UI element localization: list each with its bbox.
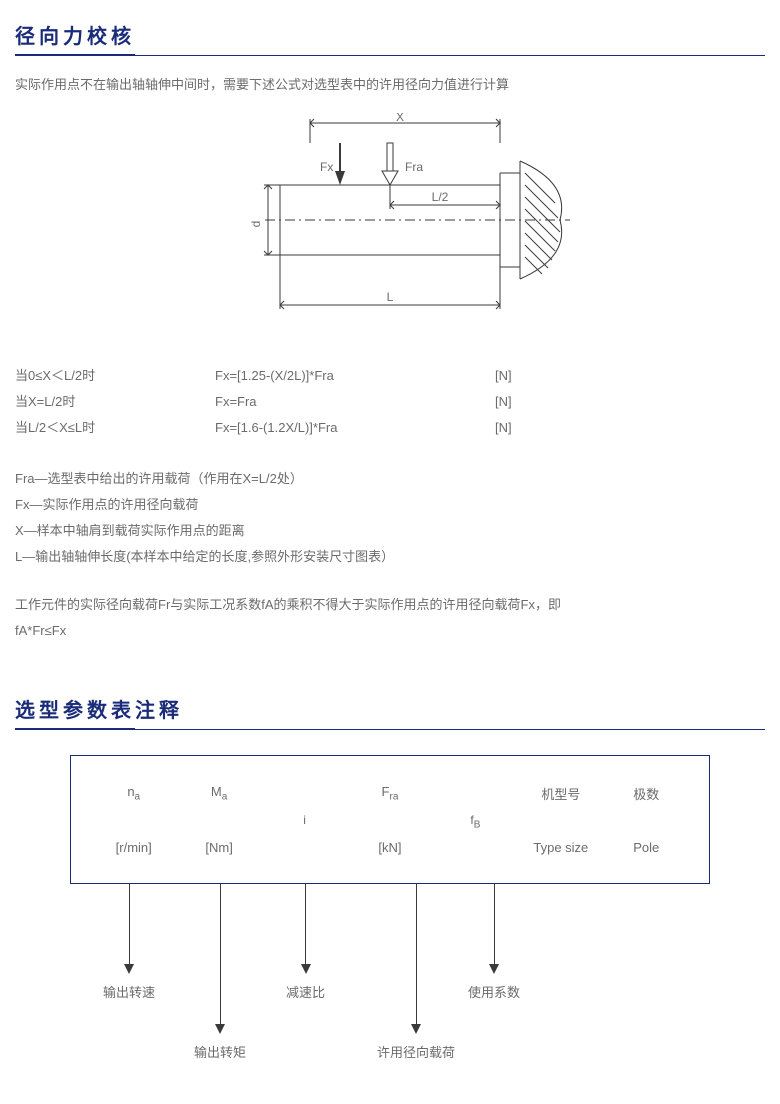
cell	[347, 813, 432, 830]
param-box: na Ma Fra 机型号 极数 i fB [r/min] [Nm]	[70, 755, 710, 884]
arrow: 许用径向载荷	[377, 884, 455, 1061]
def-line: Fx—实际作用点的许用径向载荷	[15, 492, 765, 518]
arrow: 使用系数	[468, 884, 520, 1001]
def-line: Fra—选型表中给出的许用载荷（作用在X=L/2处）	[15, 466, 765, 492]
cell	[91, 813, 176, 830]
arrows-layer: 输出转速 输出转矩 减速比 许用径向载荷 使用系数	[70, 884, 710, 1084]
def-line: L—输出轴轴伸长度(本样本中给定的长度,参照外形安装尺寸图表）	[15, 544, 765, 570]
note-line2: fA*Fr≤Fx	[15, 618, 765, 644]
param-row-mid: i fB	[91, 813, 689, 830]
arrow-label: 输出转矩	[194, 1042, 246, 1061]
cell: [Nm]	[176, 840, 261, 855]
shaft-svg: X Fx Fra	[210, 113, 570, 338]
label-L: L	[387, 290, 394, 304]
label-Fra: Fra	[405, 160, 423, 174]
cell: fB	[433, 813, 518, 830]
formula-expr: Fx=[1.6-(1.2X/L)]*Fra	[215, 415, 495, 441]
note-line1: 工作元件的实际径向载荷Fr与实际工况系数fA的乘积不得大于实际作用点的许用径向载…	[15, 592, 765, 618]
formula-unit: [N]	[495, 415, 575, 441]
arrow: 输出转速	[103, 884, 155, 1001]
arrow: 减速比	[286, 884, 325, 1001]
arrow-label: 减速比	[286, 982, 325, 1001]
param-diagram: na Ma Fra 机型号 极数 i fB [r/min] [Nm]	[15, 755, 765, 1084]
formula-cond: 当0≤X＜L/2时	[15, 363, 215, 389]
shaft-diagram: X Fx Fra	[15, 113, 765, 338]
formula-table: 当0≤X＜L/2时 Fx=[1.25-(X/2L)]*Fra [N] 当X=L/…	[15, 363, 765, 441]
definitions: Fra—选型表中给出的许用载荷（作用在X=L/2处） Fx—实际作用点的许用径向…	[15, 466, 765, 570]
def-line: X—样本中轴肩到载荷实际作用点的距离	[15, 518, 765, 544]
cell	[518, 813, 603, 830]
cell	[433, 784, 518, 803]
label-Lhalf: L/2	[432, 190, 449, 204]
cell	[262, 840, 347, 855]
cell: 极数	[604, 784, 689, 803]
formula-row: 当X=L/2时 Fx=Fra [N]	[15, 389, 765, 415]
cell: na	[91, 784, 176, 803]
arrow-label: 使用系数	[468, 982, 520, 1001]
section1-intro: 实际作用点不在输出轴轴伸中间时，需要下述公式对选型表中的许用径向力值进行计算	[15, 74, 765, 93]
section2-title: 选型参数表注释	[15, 694, 765, 730]
note: 工作元件的实际径向载荷Fr与实际工况系数fA的乘积不得大于实际作用点的许用径向载…	[15, 592, 765, 644]
cell	[176, 813, 261, 830]
label-X: X	[396, 113, 404, 124]
formula-row: 当0≤X＜L/2时 Fx=[1.25-(X/2L)]*Fra [N]	[15, 363, 765, 389]
formula-unit: [N]	[495, 363, 575, 389]
formula-cond: 当X=L/2时	[15, 389, 215, 415]
cell: i	[262, 813, 347, 830]
cell	[262, 784, 347, 803]
formula-expr: Fx=[1.25-(X/2L)]*Fra	[215, 363, 495, 389]
cell: Pole	[604, 840, 689, 855]
arrow-label: 输出转速	[103, 982, 155, 1001]
label-d: d	[249, 221, 263, 228]
cell: [r/min]	[91, 840, 176, 855]
formula-row: 当L/2＜X≤L时 Fx=[1.6-(1.2X/L)]*Fra [N]	[15, 415, 765, 441]
section1-title: 径向力校核	[15, 20, 765, 56]
cell: [kN]	[347, 840, 432, 855]
cell	[604, 813, 689, 830]
cell: 机型号	[518, 784, 603, 803]
cell: Type size	[518, 840, 603, 855]
cell	[433, 840, 518, 855]
param-row-top: na Ma Fra 机型号 极数	[91, 784, 689, 803]
label-Fx: Fx	[320, 160, 333, 174]
cell: Ma	[176, 784, 261, 803]
formula-unit: [N]	[495, 389, 575, 415]
cell: Fra	[347, 784, 432, 803]
param-row-bottom: [r/min] [Nm] [kN] Type size Pole	[91, 840, 689, 855]
formula-expr: Fx=Fra	[215, 389, 495, 415]
formula-cond: 当L/2＜X≤L时	[15, 415, 215, 441]
arrow-label: 许用径向载荷	[377, 1042, 455, 1061]
arrow: 输出转矩	[194, 884, 246, 1061]
